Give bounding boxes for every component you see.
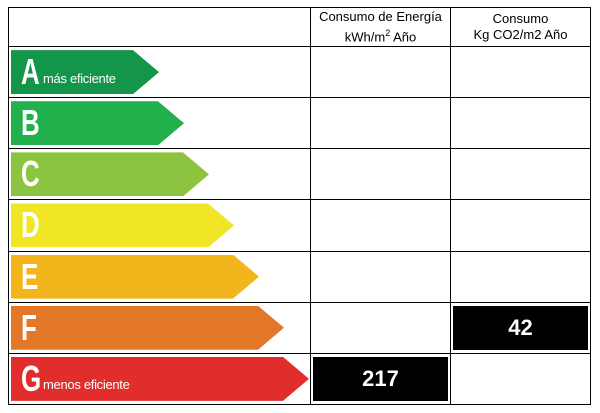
energy-unit-exponent: 2 bbox=[385, 27, 391, 38]
rating-arrow-d: D bbox=[11, 203, 234, 247]
energy-label-table: Consumo de Energía kWh/m2 Año Consumo Kg… bbox=[8, 6, 591, 406]
arrow-shape bbox=[11, 152, 209, 196]
arrow-shape bbox=[11, 255, 259, 299]
co2-header-title: Consumo bbox=[492, 11, 549, 27]
rating-letter: B bbox=[21, 102, 40, 144]
rating-row: F 42 bbox=[8, 301, 591, 354]
rating-arrow-c: C bbox=[11, 152, 209, 196]
rating-row: B bbox=[8, 97, 591, 150]
rating-letter: A bbox=[21, 51, 40, 93]
energy-value-cell bbox=[310, 199, 451, 252]
co2-value-cell bbox=[450, 250, 591, 303]
energy-unit-period: Año bbox=[390, 29, 417, 45]
energy-header: Consumo de Energía kWh/m2 Año bbox=[310, 6, 451, 48]
rating-letter: D bbox=[21, 204, 40, 246]
energy-value-badge: 217 bbox=[313, 356, 448, 401]
energy-value-cell bbox=[310, 97, 451, 150]
arrow-shape bbox=[11, 357, 309, 401]
rating-arrow-f: F bbox=[11, 306, 284, 350]
rating-row: D bbox=[8, 199, 591, 252]
rating-arrow-cell: B bbox=[8, 97, 311, 150]
arrow-shape bbox=[11, 50, 159, 94]
energy-value-cell bbox=[310, 250, 451, 303]
co2-value-cell bbox=[450, 148, 591, 201]
rating-label: más eficiente bbox=[43, 70, 116, 86]
energy-value-cell bbox=[310, 148, 451, 201]
co2-header-unit: Kg CO2/m2 Año bbox=[473, 27, 568, 43]
energy-unit-base: kWh/m bbox=[344, 29, 386, 45]
rating-letter: E bbox=[21, 255, 39, 297]
energy-value-cell bbox=[310, 46, 451, 99]
rating-arrow-cell: C bbox=[8, 148, 311, 201]
energy-header-unit: kWh/m2 Año bbox=[311, 25, 450, 45]
co2-value-badge: 42 bbox=[453, 305, 588, 350]
rating-arrow-cell: E bbox=[8, 250, 311, 303]
arrow-shape bbox=[11, 101, 184, 145]
rating-arrow-b: B bbox=[11, 101, 184, 145]
co2-value-cell bbox=[450, 199, 591, 252]
co2-value-cell bbox=[450, 97, 591, 150]
rating-letter: C bbox=[21, 153, 40, 195]
rating-row: E bbox=[8, 250, 591, 303]
header-row: Consumo de Energía kWh/m2 Año Consumo Kg… bbox=[8, 6, 591, 48]
energy-value-cell bbox=[310, 301, 451, 354]
rating-letter: F bbox=[21, 306, 37, 348]
rating-row: C bbox=[8, 148, 591, 201]
rating-letter: G bbox=[21, 357, 42, 399]
co2-value-cell: 42 bbox=[450, 301, 591, 354]
rating-arrow-cell: D bbox=[8, 199, 311, 252]
arrow-shape bbox=[11, 203, 234, 247]
rating-arrow-cell: F bbox=[8, 301, 311, 354]
co2-value-cell bbox=[450, 46, 591, 99]
energy-header-title: Consumo de Energía bbox=[319, 8, 442, 24]
rating-label: menos eficiente bbox=[43, 377, 130, 393]
header-empty-cell bbox=[8, 6, 311, 48]
arrow-shape bbox=[11, 306, 284, 350]
energy-value-cell: 217 bbox=[310, 352, 451, 406]
co2-value-cell bbox=[450, 352, 591, 406]
rating-arrow-e: E bbox=[11, 255, 259, 299]
co2-header: Consumo Kg CO2/m2 Año bbox=[450, 6, 591, 48]
